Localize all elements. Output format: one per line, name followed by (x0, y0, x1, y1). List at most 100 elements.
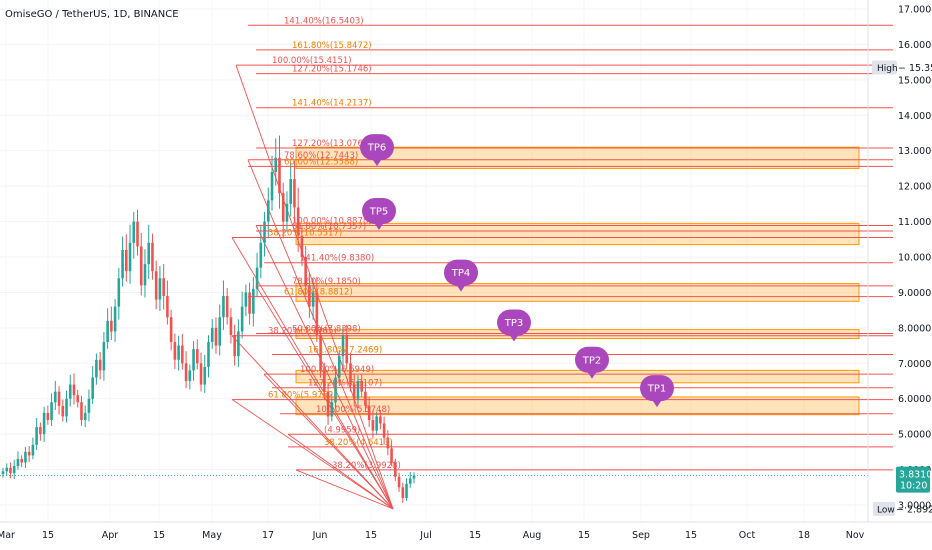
price-tick-label: 17.0000 (898, 5, 932, 16)
candle-down (80, 395, 83, 426)
tp-bubble-shape (640, 375, 674, 402)
tp-zone-tp2 (295, 369, 860, 384)
price-tick-label: 6.0000 (898, 394, 931, 405)
tp-bubble-tp2: TP2 (575, 346, 609, 379)
candle-body (132, 221, 136, 243)
tp-bubble-shape (444, 259, 478, 286)
tp-bubble-label: TP6 (367, 143, 387, 154)
candle-body (337, 356, 341, 378)
candle-up (240, 291, 244, 339)
candle-up (218, 304, 222, 356)
candle-body (20, 458, 23, 463)
time-tick-label: May (202, 530, 222, 541)
candle-body (207, 342, 210, 367)
candle-up (128, 224, 132, 284)
candle-down (199, 352, 203, 392)
candle-body (57, 391, 61, 406)
candle-body (412, 475, 416, 479)
fib-fan-line (295, 469, 394, 510)
candle-body (125, 249, 128, 272)
candle-body (54, 391, 57, 403)
fib-fan-line (231, 335, 394, 510)
time-axis[interactable]: Mar 15 Apr 15 May 17 Jun 15 Jul 15 Aug 15 Sep 15 Oct 18… (0, 521, 932, 541)
candle-body (195, 349, 199, 364)
fib-level-label: 100.00%(10.8878) (292, 217, 372, 227)
candle-body (405, 483, 408, 498)
tp-bubble-label: TP5 (369, 206, 389, 217)
candle-body (285, 203, 289, 222)
fib-fan-line (263, 373, 394, 510)
candle-body (356, 381, 360, 399)
tp-bubble-pointer (373, 220, 385, 230)
candle-down (315, 276, 319, 342)
candle-body (5, 467, 9, 472)
tp-bubble-label: TP3 (504, 318, 524, 329)
candle-body (225, 295, 229, 318)
price-tick-label: 14.0000 (898, 111, 932, 122)
candle-body (199, 363, 203, 385)
candle-body (315, 292, 319, 335)
candle-up (263, 211, 266, 257)
fib-level-label: 161.80%(7.2469) (308, 346, 382, 356)
candle-body (293, 179, 296, 208)
candle-down (248, 282, 251, 325)
high-badge-value: − 15.3500 (898, 63, 932, 74)
low-badge-label: Low (877, 505, 895, 515)
candle-up (117, 267, 121, 320)
tp-bubble-tp3: TP3 (497, 309, 531, 342)
candle-up (42, 406, 46, 442)
candle-body (98, 359, 102, 371)
chart-title: OmiseGO / TetherUS, 1D, BINANCE (5, 9, 179, 20)
candle-down (27, 445, 31, 463)
candle-down (195, 339, 199, 370)
candle-body (263, 221, 266, 243)
candle-body (281, 193, 285, 222)
candle-body (110, 320, 113, 332)
time-tick-label: Jul (419, 530, 431, 541)
candle-body (117, 278, 121, 307)
candle-up (5, 463, 9, 476)
candle-down (352, 373, 356, 407)
candle-down (401, 482, 405, 503)
candle-body (46, 412, 50, 420)
candle-up (102, 332, 106, 381)
candle-down (225, 288, 229, 325)
candle-body (345, 334, 349, 364)
candle-down (154, 260, 158, 310)
candle-down (233, 324, 236, 366)
candle-body (113, 306, 117, 332)
candle-body (128, 242, 132, 272)
candle-body (341, 334, 345, 357)
candle-body (266, 200, 270, 222)
candle-down (184, 351, 188, 389)
candle-body (352, 384, 356, 399)
candle-down (326, 383, 330, 425)
candle-body (184, 363, 188, 382)
candle-down (98, 351, 102, 380)
candle-body (151, 242, 154, 272)
candle-up (143, 249, 147, 298)
price-tick-label: 13.0000 (898, 146, 932, 157)
price-tick-label: 16.0000 (898, 40, 932, 51)
time-tick-label: 15 (469, 530, 481, 541)
candle-body (177, 345, 180, 360)
candle-up (375, 411, 378, 436)
candle-body (203, 366, 207, 385)
candle-body (139, 246, 143, 286)
tp-bubble-shape (360, 134, 394, 161)
tp-bubble-pointer (455, 282, 467, 292)
candle-down (319, 328, 322, 378)
candle-body (334, 377, 337, 403)
candle-down (162, 263, 165, 310)
candle-up (356, 375, 360, 408)
price-axis[interactable]: 17.0000 16.0000 15.0000 14.0000 13.0000 12.00… (867, 0, 932, 522)
time-tick-label: Jun (312, 530, 328, 541)
tp-bubble-tp6: TP6 (360, 134, 394, 167)
candle-body (300, 235, 304, 258)
candle-up (177, 335, 180, 371)
candle-body (222, 295, 225, 318)
candle-body (136, 221, 139, 247)
fib-fan-line (235, 65, 394, 509)
candle-body (147, 242, 151, 265)
